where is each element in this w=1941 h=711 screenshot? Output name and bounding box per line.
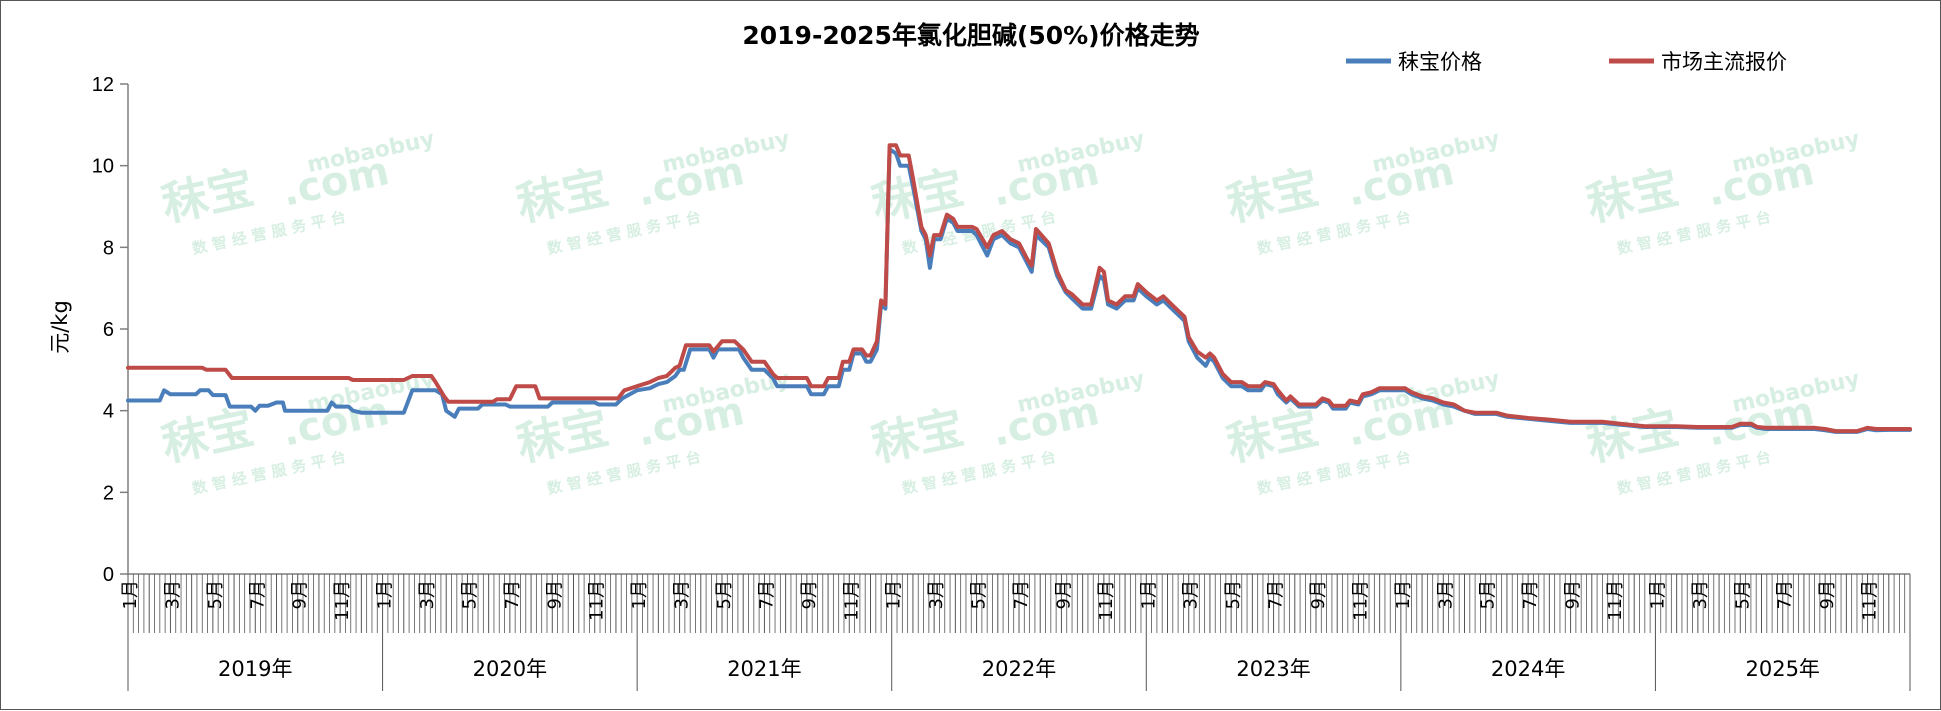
x-month-label: 11月	[1096, 580, 1117, 621]
legend: 秣宝价格 市场主流报价	[1346, 50, 1787, 74]
watermark-brand: 秣宝	[512, 400, 613, 472]
watermark-com: .com	[1703, 148, 1818, 215]
watermark-brand: 秣宝	[157, 400, 258, 472]
x-year-label: 2020年	[473, 657, 547, 681]
x-month-label: 1月	[1393, 580, 1414, 609]
x-month-label: 3月	[672, 580, 693, 609]
watermark-com: .com	[988, 148, 1103, 215]
x-month-label: 9月	[799, 580, 820, 609]
x-month-label: 9月	[1308, 580, 1329, 609]
x-month-label: 9月	[1053, 580, 1074, 609]
x-month-label: 5月	[459, 580, 480, 609]
x-month-label: 1月	[375, 580, 396, 609]
x-month-label: 5月	[969, 580, 990, 609]
watermark-brand: 秣宝	[1222, 400, 1323, 472]
series-line-market	[126, 143, 1912, 434]
x-month-label: 1月	[1138, 580, 1159, 609]
x-month-label: 11月	[1860, 580, 1881, 621]
x-month-label: 11月	[587, 580, 608, 621]
watermark-com: .com	[278, 388, 393, 455]
watermark-brand: 秣宝	[1582, 400, 1683, 472]
x-month-label: 5月	[1223, 580, 1244, 609]
x-month-label: 5月	[1478, 580, 1499, 609]
x-year-label: 2024年	[1491, 657, 1565, 681]
x-year-label: 2025年	[1745, 657, 1819, 681]
x-month-label: 9月	[544, 580, 565, 609]
x-month-label: 7月	[1520, 580, 1541, 609]
watermark-brand: 秣宝	[1582, 160, 1683, 232]
y-axis: 0 2 4 6 8 10 12	[92, 74, 129, 586]
x-month-label: 9月	[1563, 580, 1584, 609]
x-month-label: 7月	[1775, 580, 1796, 609]
watermark-com: .com	[633, 148, 748, 215]
x-month-label: 11月	[332, 580, 353, 621]
x-year-label: 2022年	[982, 657, 1056, 681]
x-axis: 1月 3月 5月 7月 9月 11月 1月 3月 5月 7月 9月 11月 1月 3月 5月 7月 9月 11月 1…	[120, 573, 1911, 691]
watermark-brand: 秣宝	[512, 160, 613, 232]
x-month-label: 1月	[120, 580, 141, 609]
y-tick-label: 10	[92, 156, 114, 178]
series-line-mobao	[126, 147, 1912, 434]
x-month-label: 7月	[1011, 580, 1032, 609]
x-month-label: 1月	[1647, 580, 1668, 609]
x-month-label: 11月	[1605, 580, 1626, 621]
x-month-label: 3月	[926, 580, 947, 609]
x-month-label: 3月	[162, 580, 183, 609]
legend-label-market: 市场主流报价	[1661, 50, 1787, 74]
watermark-brand: 秣宝	[867, 400, 968, 472]
y-tick-label: 0	[103, 564, 114, 586]
x-month-label: 5月	[714, 580, 735, 609]
x-month-label: 3月	[1435, 580, 1456, 609]
watermark-com: .com	[988, 388, 1103, 455]
legend-label-mobao: 秣宝价格	[1398, 50, 1482, 74]
x-month-label: 3月	[1690, 580, 1711, 609]
x-month-label: 3月	[1181, 580, 1202, 609]
watermark-brand: 秣宝	[1222, 160, 1323, 232]
x-year-label: 2021年	[727, 657, 801, 681]
x-month-label: 11月	[841, 580, 862, 621]
y-tick-label: 2	[103, 482, 114, 504]
x-month-label: 5月	[205, 580, 226, 609]
y-tick-label: 4	[103, 401, 114, 423]
x-month-label: 7月	[502, 580, 523, 609]
y-tick-label: 12	[92, 74, 114, 96]
chart-title: 2019-2025年氯化胆碱(50%)价格走势	[742, 21, 1199, 50]
x-month-label: 9月	[1817, 580, 1838, 609]
x-year-label: 2019年	[218, 657, 292, 681]
x-month-label: 7月	[1266, 580, 1287, 609]
x-month-label: 7月	[247, 580, 268, 609]
plot-area	[126, 143, 1912, 434]
y-axis-label: 元/kg	[48, 300, 72, 354]
watermark-com: .com	[633, 388, 748, 455]
x-month-label: 9月	[290, 580, 311, 609]
watermark-brand: 秣宝	[157, 160, 258, 232]
y-tick-label: 8	[103, 237, 114, 259]
watermark-com: .com	[1703, 388, 1818, 455]
x-month-label: 7月	[756, 580, 777, 609]
x-month-label: 1月	[884, 580, 905, 609]
x-month-label: 11月	[1350, 580, 1371, 621]
x-month-label: 5月	[1732, 580, 1753, 609]
watermark-com: .com	[278, 148, 393, 215]
x-month-label: 3月	[417, 580, 438, 609]
watermark-com: .com	[1343, 148, 1458, 215]
y-tick-label: 6	[103, 319, 114, 341]
x-year-label: 2023年	[1236, 657, 1310, 681]
x-month-label: 1月	[629, 580, 650, 609]
